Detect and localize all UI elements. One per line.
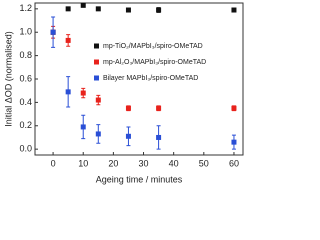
marker [125, 105, 131, 111]
x-tick-label: 10 [78, 158, 88, 168]
chart: Initial ΔOD (normalised) Ageing time / m… [3, 2, 244, 184]
x-tick-label: 0 [51, 158, 56, 168]
y-tick-label: 0.2 [19, 120, 32, 130]
y-tick-label: 0.6 [19, 73, 32, 83]
legend-marker [94, 75, 99, 81]
legend-label: mp-Al₂O₃/MAPbI₃/spiro-OMeTAD [103, 59, 206, 66]
legend-marker [94, 59, 99, 65]
marker [80, 124, 86, 130]
marker [65, 89, 71, 95]
marker [65, 37, 71, 43]
marker [156, 7, 162, 13]
y-tick-label: 0.4 [19, 97, 32, 107]
x-tick-label: 20 [108, 158, 118, 168]
marker [125, 133, 131, 139]
marker [95, 6, 101, 12]
x-axis-title: Ageing time / minutes [96, 174, 183, 184]
marker [50, 29, 56, 35]
marker [231, 105, 237, 111]
marker [65, 6, 71, 12]
x-tick-label: 60 [229, 158, 239, 168]
legend-label: mp-TiO₂/MAPbI₃/spiro-OMeTAD [103, 43, 203, 50]
legend-label: Bilayer MAPbI₃/spiro-OMeTAD [103, 75, 198, 82]
y-tick-label: 0.0 [19, 144, 32, 154]
legend-marker [94, 43, 99, 49]
x-tick-label: 30 [139, 158, 149, 168]
marker [125, 7, 131, 13]
x-tick-label: 40 [169, 158, 179, 168]
y-axis-title: Initial ΔOD (normalised) [3, 31, 13, 127]
x-tick-label: 50 [199, 158, 209, 168]
y-tick-label: 1.0 [19, 27, 32, 37]
y-tick-label: 1.2 [19, 3, 32, 13]
marker [95, 97, 101, 103]
marker [80, 90, 86, 96]
marker [156, 134, 162, 140]
marker [231, 7, 237, 13]
marker [231, 139, 237, 145]
y-tick-label: 0.8 [19, 50, 32, 60]
marker [156, 105, 162, 111]
marker [80, 2, 86, 8]
marker [95, 131, 101, 137]
